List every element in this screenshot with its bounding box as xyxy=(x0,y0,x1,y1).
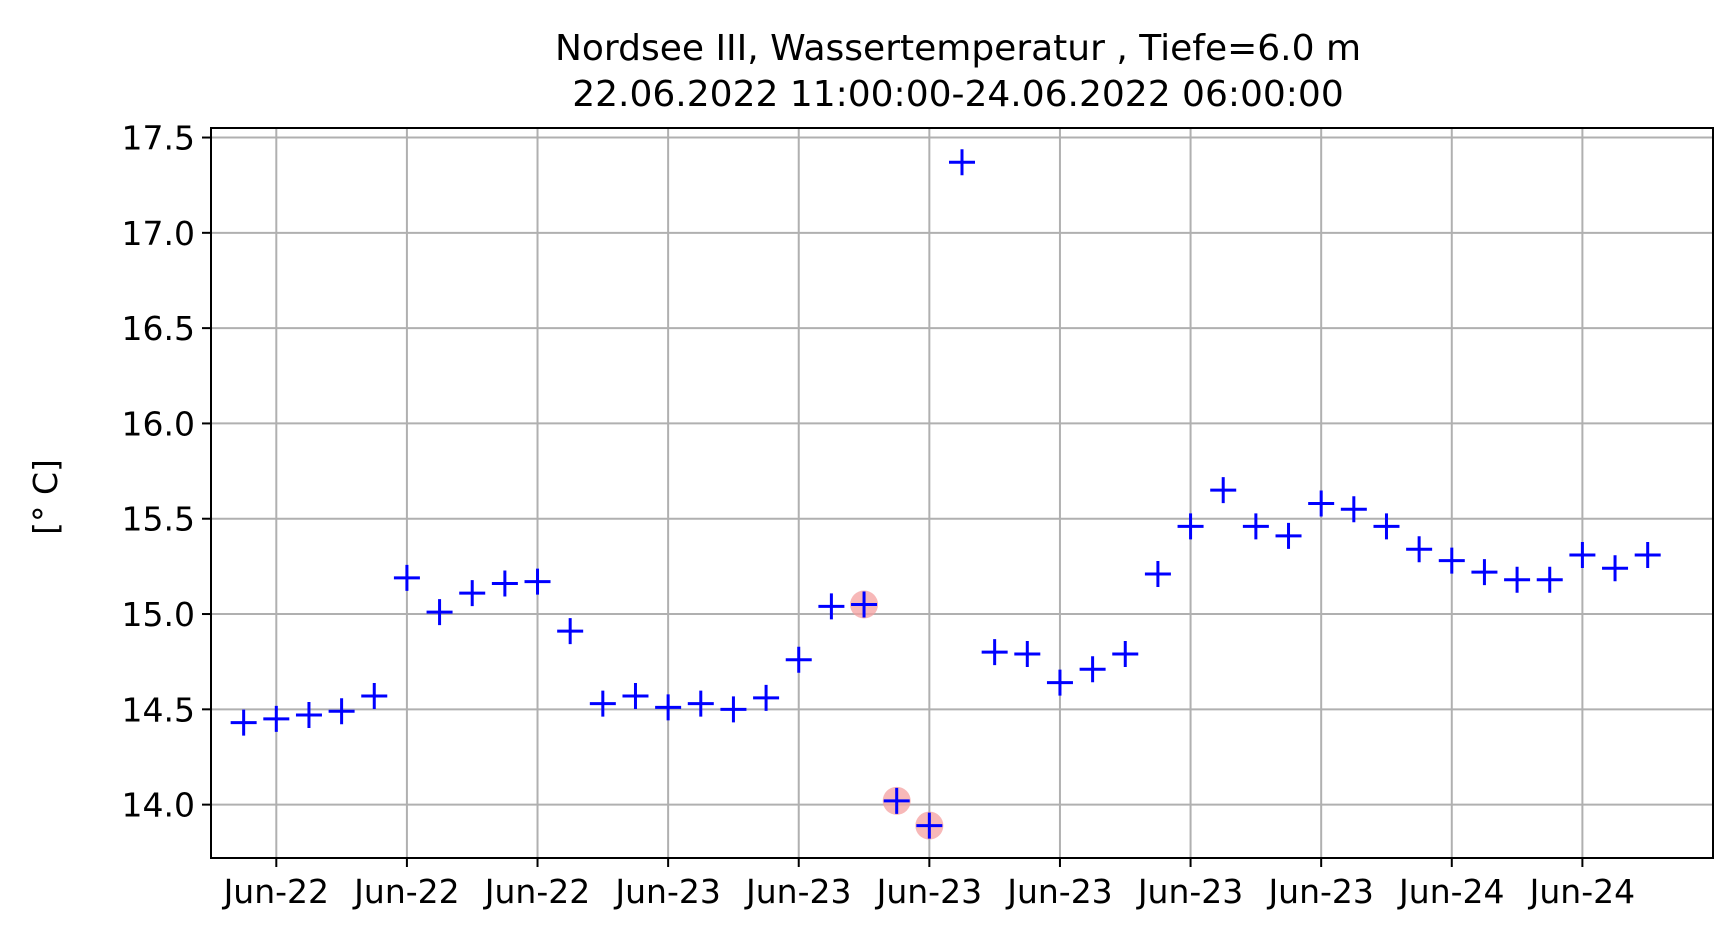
data-point xyxy=(1308,490,1335,517)
y-tick-label: 14.0 xyxy=(122,786,195,825)
data-point xyxy=(851,591,878,618)
data-point xyxy=(524,568,551,595)
flagged-markers xyxy=(850,590,944,840)
data-point xyxy=(1438,547,1465,574)
data-point xyxy=(426,599,453,626)
data-point xyxy=(1046,669,1073,696)
data-point xyxy=(1504,566,1531,593)
data-markers xyxy=(230,149,1661,839)
y-axis-ticks: 14.0 14.5 15.0 15.5 16.0 16.5 17.0 17.5 xyxy=(122,119,211,825)
x-tick-label: Jun-23 xyxy=(744,872,851,911)
y-tick-label: 17.5 xyxy=(122,119,195,158)
y-tick-label: 16.5 xyxy=(122,309,195,348)
data-point xyxy=(393,564,420,591)
data-point xyxy=(1406,536,1433,563)
y-tick-label: 14.5 xyxy=(122,690,195,729)
data-point xyxy=(557,618,584,645)
y-tick-label: 17.0 xyxy=(122,214,195,253)
y-tick-label: 16.0 xyxy=(122,404,195,443)
data-point xyxy=(263,705,290,732)
data-point xyxy=(1373,513,1400,540)
x-tick-label: Jun-23 xyxy=(875,872,982,911)
chart-title: Nordsee III, Wassertemperatur , Tiefe=6.… xyxy=(555,28,1361,69)
data-point xyxy=(1634,541,1661,568)
x-tick-label: Jun-24 xyxy=(1528,872,1635,911)
data-point xyxy=(1569,541,1596,568)
data-point xyxy=(687,690,714,717)
data-point xyxy=(1471,559,1498,586)
data-point xyxy=(491,570,518,597)
plot-frame xyxy=(210,127,1714,859)
data-point xyxy=(295,702,322,729)
data-point xyxy=(720,696,747,723)
data-point xyxy=(1144,561,1171,588)
data-point xyxy=(589,690,616,717)
x-tick-label: Jun-24 xyxy=(1397,872,1504,911)
y-tick-label: 15.0 xyxy=(122,595,195,634)
data-point xyxy=(1177,513,1204,540)
data-point xyxy=(459,580,486,607)
data-point xyxy=(1210,477,1237,504)
data-point xyxy=(1275,522,1302,549)
grid xyxy=(211,128,1713,858)
data-point xyxy=(655,694,682,721)
x-tick-label: Jun-23 xyxy=(1005,872,1112,911)
data-point xyxy=(1079,656,1106,683)
x-tick-label: Jun-23 xyxy=(1266,872,1373,911)
data-point xyxy=(785,646,812,673)
data-point xyxy=(1602,555,1629,582)
data-point xyxy=(1242,513,1269,540)
x-tick-label: Jun-23 xyxy=(613,872,720,911)
data-point xyxy=(818,593,845,620)
x-tick-label: Jun-22 xyxy=(222,872,329,911)
data-point xyxy=(328,698,355,725)
data-point xyxy=(361,682,388,709)
y-axis-label: [° C] xyxy=(26,459,65,535)
data-point xyxy=(1112,641,1139,668)
y-tick-label: 15.5 xyxy=(122,500,195,539)
x-tick-label: Jun-22 xyxy=(352,872,459,911)
data-point xyxy=(949,149,975,176)
data-point xyxy=(981,639,1008,666)
data-point xyxy=(1536,566,1563,593)
x-tick-label: Jun-22 xyxy=(483,872,590,911)
data-point xyxy=(230,709,257,736)
data-point xyxy=(622,682,649,709)
data-point xyxy=(753,684,780,711)
data-point xyxy=(916,812,943,839)
x-tick-label: Jun-23 xyxy=(1136,872,1243,911)
data-point xyxy=(883,787,910,814)
x-axis-ticks: Jun-22 Jun-22 Jun-22 Jun-23 Jun-23 Jun-23 Jun-… xyxy=(222,858,1635,911)
chart-subtitle: 22.06.2022 11:00:00-24.06.2022 06:00:00 xyxy=(572,74,1344,115)
data-point xyxy=(1340,496,1367,523)
data-point xyxy=(1014,641,1041,668)
